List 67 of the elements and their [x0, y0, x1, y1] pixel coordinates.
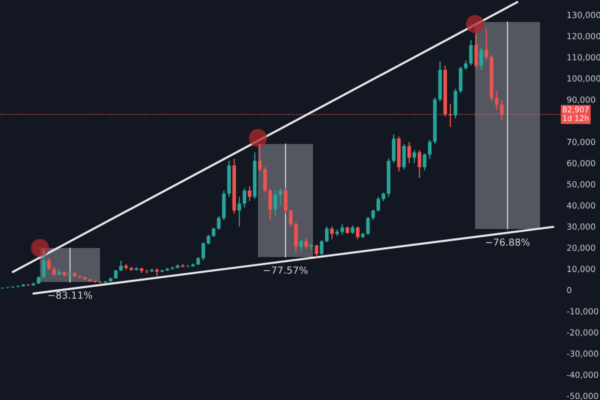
y-tick-label: -10,000: [566, 308, 598, 316]
candlestick: [201, 242, 206, 261]
candlestick: [304, 238, 308, 250]
candlestick: [242, 188, 246, 208]
y-tick-label: 50,000: [567, 181, 596, 188]
candlestick: [180, 264, 185, 268]
candlestick: [340, 224, 344, 236]
candlestick: [407, 141, 411, 164]
y-tick-label: 30,000: [567, 223, 596, 231]
y-tick-label: -30,000: [566, 350, 598, 358]
candlestick: [93, 280, 98, 284]
candlestick: [356, 226, 360, 240]
annotation: −77.57%: [264, 266, 308, 274]
candlestick: [314, 244, 318, 258]
candlestick: [212, 226, 216, 238]
candlestick: [78, 274, 82, 279]
candlestick: [325, 226, 329, 243]
candlestick: [263, 166, 267, 194]
y-tick-label: 110,000: [567, 54, 600, 62]
candlestick: [320, 240, 324, 256]
y-tick-label: 130,000: [567, 12, 600, 19]
candlestick: [412, 150, 416, 164]
candlestick: [458, 66, 462, 94]
y-tick-label: 10,000: [567, 266, 596, 273]
candlestick: [258, 143, 262, 172]
candlestick: [494, 90, 498, 111]
y-tick-label: 90,000: [567, 96, 596, 104]
annotation: −83.11%: [48, 291, 92, 299]
candlestick: [371, 208, 375, 221]
candlestick: [428, 139, 432, 160]
candlestick: [206, 234, 210, 245]
candlestick: [119, 260, 123, 272]
candlestick: [418, 150, 422, 178]
candlestick: [268, 188, 272, 221]
y-tick-label: 120,000: [567, 32, 600, 40]
candlestick: [284, 188, 288, 214]
candlestick: [366, 216, 370, 236]
candlestick: [238, 196, 242, 228]
candlestick: [42, 248, 46, 278]
candlestick: [474, 33, 478, 68]
y-tick-label: 70,000: [567, 138, 596, 146]
y-tick-label: -20,000: [566, 329, 598, 336]
candlestick: [216, 215, 221, 230]
candlestick: [422, 152, 426, 171]
y-tick-label: 60,000: [567, 160, 596, 168]
annotation: −76.88%: [486, 238, 530, 246]
candlestick: [479, 47, 484, 70]
candlestick: [330, 226, 334, 240]
candlestick: [248, 186, 252, 202]
candlestick: [288, 208, 293, 228]
candlestick: [278, 188, 282, 206]
candlestick: [274, 190, 278, 216]
y-tick-label: 20,000: [567, 244, 596, 252]
candlestick: [464, 60, 468, 70]
y-tick-label: -50,000: [566, 392, 598, 400]
candlestick: [376, 196, 380, 212]
candlestick: [47, 258, 51, 270]
y-tick-label: 100,000: [567, 75, 600, 82]
candlestick: [484, 28, 488, 60]
candlestick: [299, 238, 303, 252]
y-tick-label: -40,000: [566, 372, 598, 379]
y-tick-label: 0: [567, 286, 572, 294]
y-tick-label: 40,000: [566, 202, 596, 210]
candlestick: [294, 222, 298, 253]
candlestick: [402, 143, 406, 170]
candlestick: [392, 134, 396, 164]
candlestick: [469, 40, 473, 66]
